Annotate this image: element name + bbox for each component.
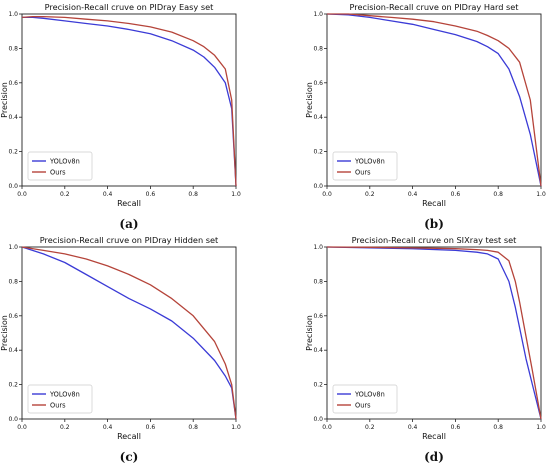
x-tick-label: 0.4 xyxy=(408,424,418,431)
x-tick-label: 0.4 xyxy=(103,191,113,198)
legend-entry: YOLOv8n xyxy=(49,391,80,399)
x-tick-label: 0.6 xyxy=(146,424,156,431)
y-tick-label: 1.0 xyxy=(313,244,323,251)
x-axis-label: Recall xyxy=(117,199,141,208)
legend-entry: YOLOv8n xyxy=(354,158,385,166)
y-tick-label: 0.8 xyxy=(313,278,323,285)
series-line-yolov8n xyxy=(22,16,237,187)
y-axis-label: Precision xyxy=(0,82,9,118)
chart-title: Precision-Recall cruve on PIDray Easy se… xyxy=(45,2,215,12)
x-tick-label: 0.2 xyxy=(60,424,70,431)
legend-box xyxy=(332,384,398,414)
legend-entry: Ours xyxy=(50,169,66,177)
y-tick-label: 0.0 xyxy=(8,183,18,190)
legend-entry: YOLOv8n xyxy=(354,391,385,399)
y-axis-label: Precision xyxy=(305,315,314,351)
x-axis-label: Recall xyxy=(422,432,446,441)
x-tick-label: 1.0 xyxy=(536,424,546,431)
series-line-yolov8n xyxy=(21,246,237,420)
chart-panel-4: Precision-Recall cruve on SIXray test se… xyxy=(305,235,546,441)
x-tick-label: 0.0 xyxy=(17,424,27,431)
series-line-yolov8n xyxy=(326,13,542,187)
x-tick-label: 0.8 xyxy=(188,191,198,198)
x-tick-label: 0.6 xyxy=(451,424,461,431)
y-tick-label: 1.0 xyxy=(8,244,18,251)
y-tick-label: 0.6 xyxy=(313,313,323,320)
y-tick-label: 0.0 xyxy=(8,416,18,423)
y-tick-label: 1.0 xyxy=(313,11,323,18)
chart-title: Precision-Recall cruve on PIDray Hidden … xyxy=(40,235,219,245)
panel-caption: (b) xyxy=(424,217,444,231)
series-line-ours xyxy=(327,13,542,187)
x-tick-label: 0.2 xyxy=(365,191,375,198)
x-tick-label: 0.4 xyxy=(408,191,418,198)
y-tick-label: 0.2 xyxy=(8,149,18,156)
panel-caption: (d) xyxy=(424,450,444,464)
chart-panel-2: Precision-Recall cruve on PIDray Hard se… xyxy=(305,2,546,208)
legend-entry: YOLOv8n xyxy=(49,158,80,166)
y-tick-label: 0.6 xyxy=(8,80,18,87)
y-tick-label: 0.0 xyxy=(313,416,323,423)
panel-caption: (c) xyxy=(119,450,139,464)
y-tick-label: 1.0 xyxy=(8,11,18,18)
plot-frame xyxy=(21,246,237,420)
x-tick-label: 0.2 xyxy=(60,191,70,198)
y-tick-label: 0.2 xyxy=(8,382,18,389)
chart-panel-3: Precision-Recall cruve on PIDray Hidden … xyxy=(0,235,241,441)
y-axis-label: Precision xyxy=(0,315,9,351)
chart-panel-1: Precision-Recall cruve on PIDray Easy se… xyxy=(0,2,241,208)
x-tick-label: 1.0 xyxy=(231,424,241,431)
x-tick-label: 0.0 xyxy=(17,191,27,198)
y-tick-label: 0.8 xyxy=(8,278,18,285)
legend-box xyxy=(27,151,93,181)
y-axis-label: Precision xyxy=(305,82,314,118)
legend-entry: Ours xyxy=(355,169,371,177)
x-axis-label: Recall xyxy=(422,199,446,208)
series-line-ours xyxy=(326,246,542,420)
y-tick-label: 0.2 xyxy=(313,382,323,389)
x-axis-label: Recall xyxy=(117,432,141,441)
x-tick-label: 0.6 xyxy=(451,191,461,198)
x-tick-label: 0.6 xyxy=(146,191,156,198)
chart-title: Precision-Recall cruve on PIDray Hard se… xyxy=(349,2,519,12)
x-tick-label: 0.8 xyxy=(188,424,198,431)
x-tick-label: 0.8 xyxy=(493,191,503,198)
legend-box xyxy=(332,151,398,181)
y-tick-label: 0.6 xyxy=(313,80,323,87)
legend-entry: Ours xyxy=(355,402,371,410)
plot-frame xyxy=(326,246,542,420)
x-tick-label: 0.0 xyxy=(322,424,332,431)
y-tick-label: 0.8 xyxy=(313,45,323,52)
chart-title: Precision-Recall cruve on SIXray test se… xyxy=(352,235,518,245)
y-tick-label: 0.4 xyxy=(313,114,323,121)
legend-entry: Ours xyxy=(50,402,66,410)
x-tick-label: 1.0 xyxy=(536,191,546,198)
y-tick-label: 0.4 xyxy=(8,114,18,121)
series-line-ours xyxy=(21,246,237,420)
x-tick-label: 1.0 xyxy=(231,191,241,198)
y-tick-label: 0.0 xyxy=(313,183,323,190)
y-tick-label: 0.2 xyxy=(313,149,323,156)
y-tick-label: 0.8 xyxy=(8,45,18,52)
series-line-yolov8n xyxy=(326,246,542,420)
x-tick-label: 0.4 xyxy=(103,424,113,431)
x-tick-label: 0.8 xyxy=(493,424,503,431)
y-tick-label: 0.4 xyxy=(313,347,323,354)
series-line-ours xyxy=(21,15,237,187)
y-tick-label: 0.4 xyxy=(8,347,18,354)
plot-frame xyxy=(326,13,542,187)
y-tick-label: 0.6 xyxy=(8,313,18,320)
panel-caption: (a) xyxy=(119,217,139,231)
x-tick-label: 0.0 xyxy=(322,191,332,198)
x-tick-label: 0.2 xyxy=(365,424,375,431)
legend-box xyxy=(27,384,93,414)
plot-frame xyxy=(21,13,237,187)
